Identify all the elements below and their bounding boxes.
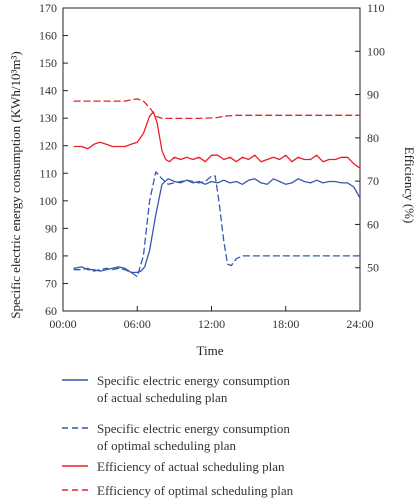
- y-left-tick-label: 160: [39, 29, 57, 43]
- legend: Specific electric energy consumption of a…: [62, 373, 294, 498]
- y-left-tick-label: 140: [39, 84, 57, 98]
- plot-frame: [62, 7, 361, 312]
- left-y-axis: 60 70 80 90 100 110 120 130 140 150 160 170: [39, 1, 68, 318]
- series-line-3: [73, 111, 361, 169]
- x-tick-label: 12:00: [198, 317, 225, 331]
- y-right-tick-label: 90: [367, 88, 379, 102]
- y-left-tick-label: 80: [45, 249, 57, 263]
- y-left-tick-label: 150: [39, 56, 57, 70]
- y-left-tick-label: 110: [39, 166, 57, 180]
- right-y-axis: 50 60 70 80 90 100 110: [355, 1, 385, 275]
- x-tick-label: 06:00: [124, 317, 151, 331]
- y-right-tick-label: 80: [367, 131, 379, 145]
- x-tick-label: 18:00: [272, 317, 299, 331]
- y-left-tick-label: 130: [39, 111, 57, 125]
- left-y-axis-title: Specific electric energy consumption (KW…: [8, 51, 23, 318]
- legend-label-2: Specific electric energy consumption: [97, 421, 290, 436]
- y-left-tick-label: 90: [45, 221, 57, 235]
- x-axis: 00:00 06:00 12:00 18:00 24:00: [49, 306, 374, 331]
- y-right-tick-label: 70: [367, 174, 379, 188]
- series-line-4: [73, 98, 361, 120]
- y-right-tick-label: 60: [367, 217, 379, 231]
- legend-label-2: of optimal scheduling plan: [97, 438, 237, 453]
- y-left-tick-label: 100: [39, 194, 57, 208]
- y-right-tick-label: 100: [367, 44, 385, 58]
- legend-label-4: Efficiency of optimal scheduling plan: [97, 483, 294, 498]
- y-right-tick-label: 110: [367, 1, 385, 15]
- y-left-tick-label: 120: [39, 139, 57, 153]
- x-tick-label: 00:00: [49, 317, 76, 331]
- series-line-1: [73, 178, 361, 274]
- legend-label-1: Specific electric energy consumption: [97, 373, 290, 388]
- right-y-axis-title: Efficiency (%): [402, 147, 415, 224]
- legend-label-3: Efficiency of actual scheduling plan: [97, 459, 285, 474]
- plot-border: [62, 7, 361, 312]
- y-left-tick-label: 60: [45, 304, 57, 318]
- x-axis-title: Time: [197, 343, 224, 358]
- y-right-tick-label: 50: [367, 261, 379, 275]
- y-left-tick-label: 70: [45, 276, 57, 290]
- series-line-2: [73, 171, 361, 278]
- x-tick-label: 24:00: [346, 317, 373, 331]
- legend-label-1: of actual scheduling plan: [97, 390, 228, 405]
- series-lines: [73, 98, 361, 278]
- y-left-tick-label: 170: [39, 1, 57, 15]
